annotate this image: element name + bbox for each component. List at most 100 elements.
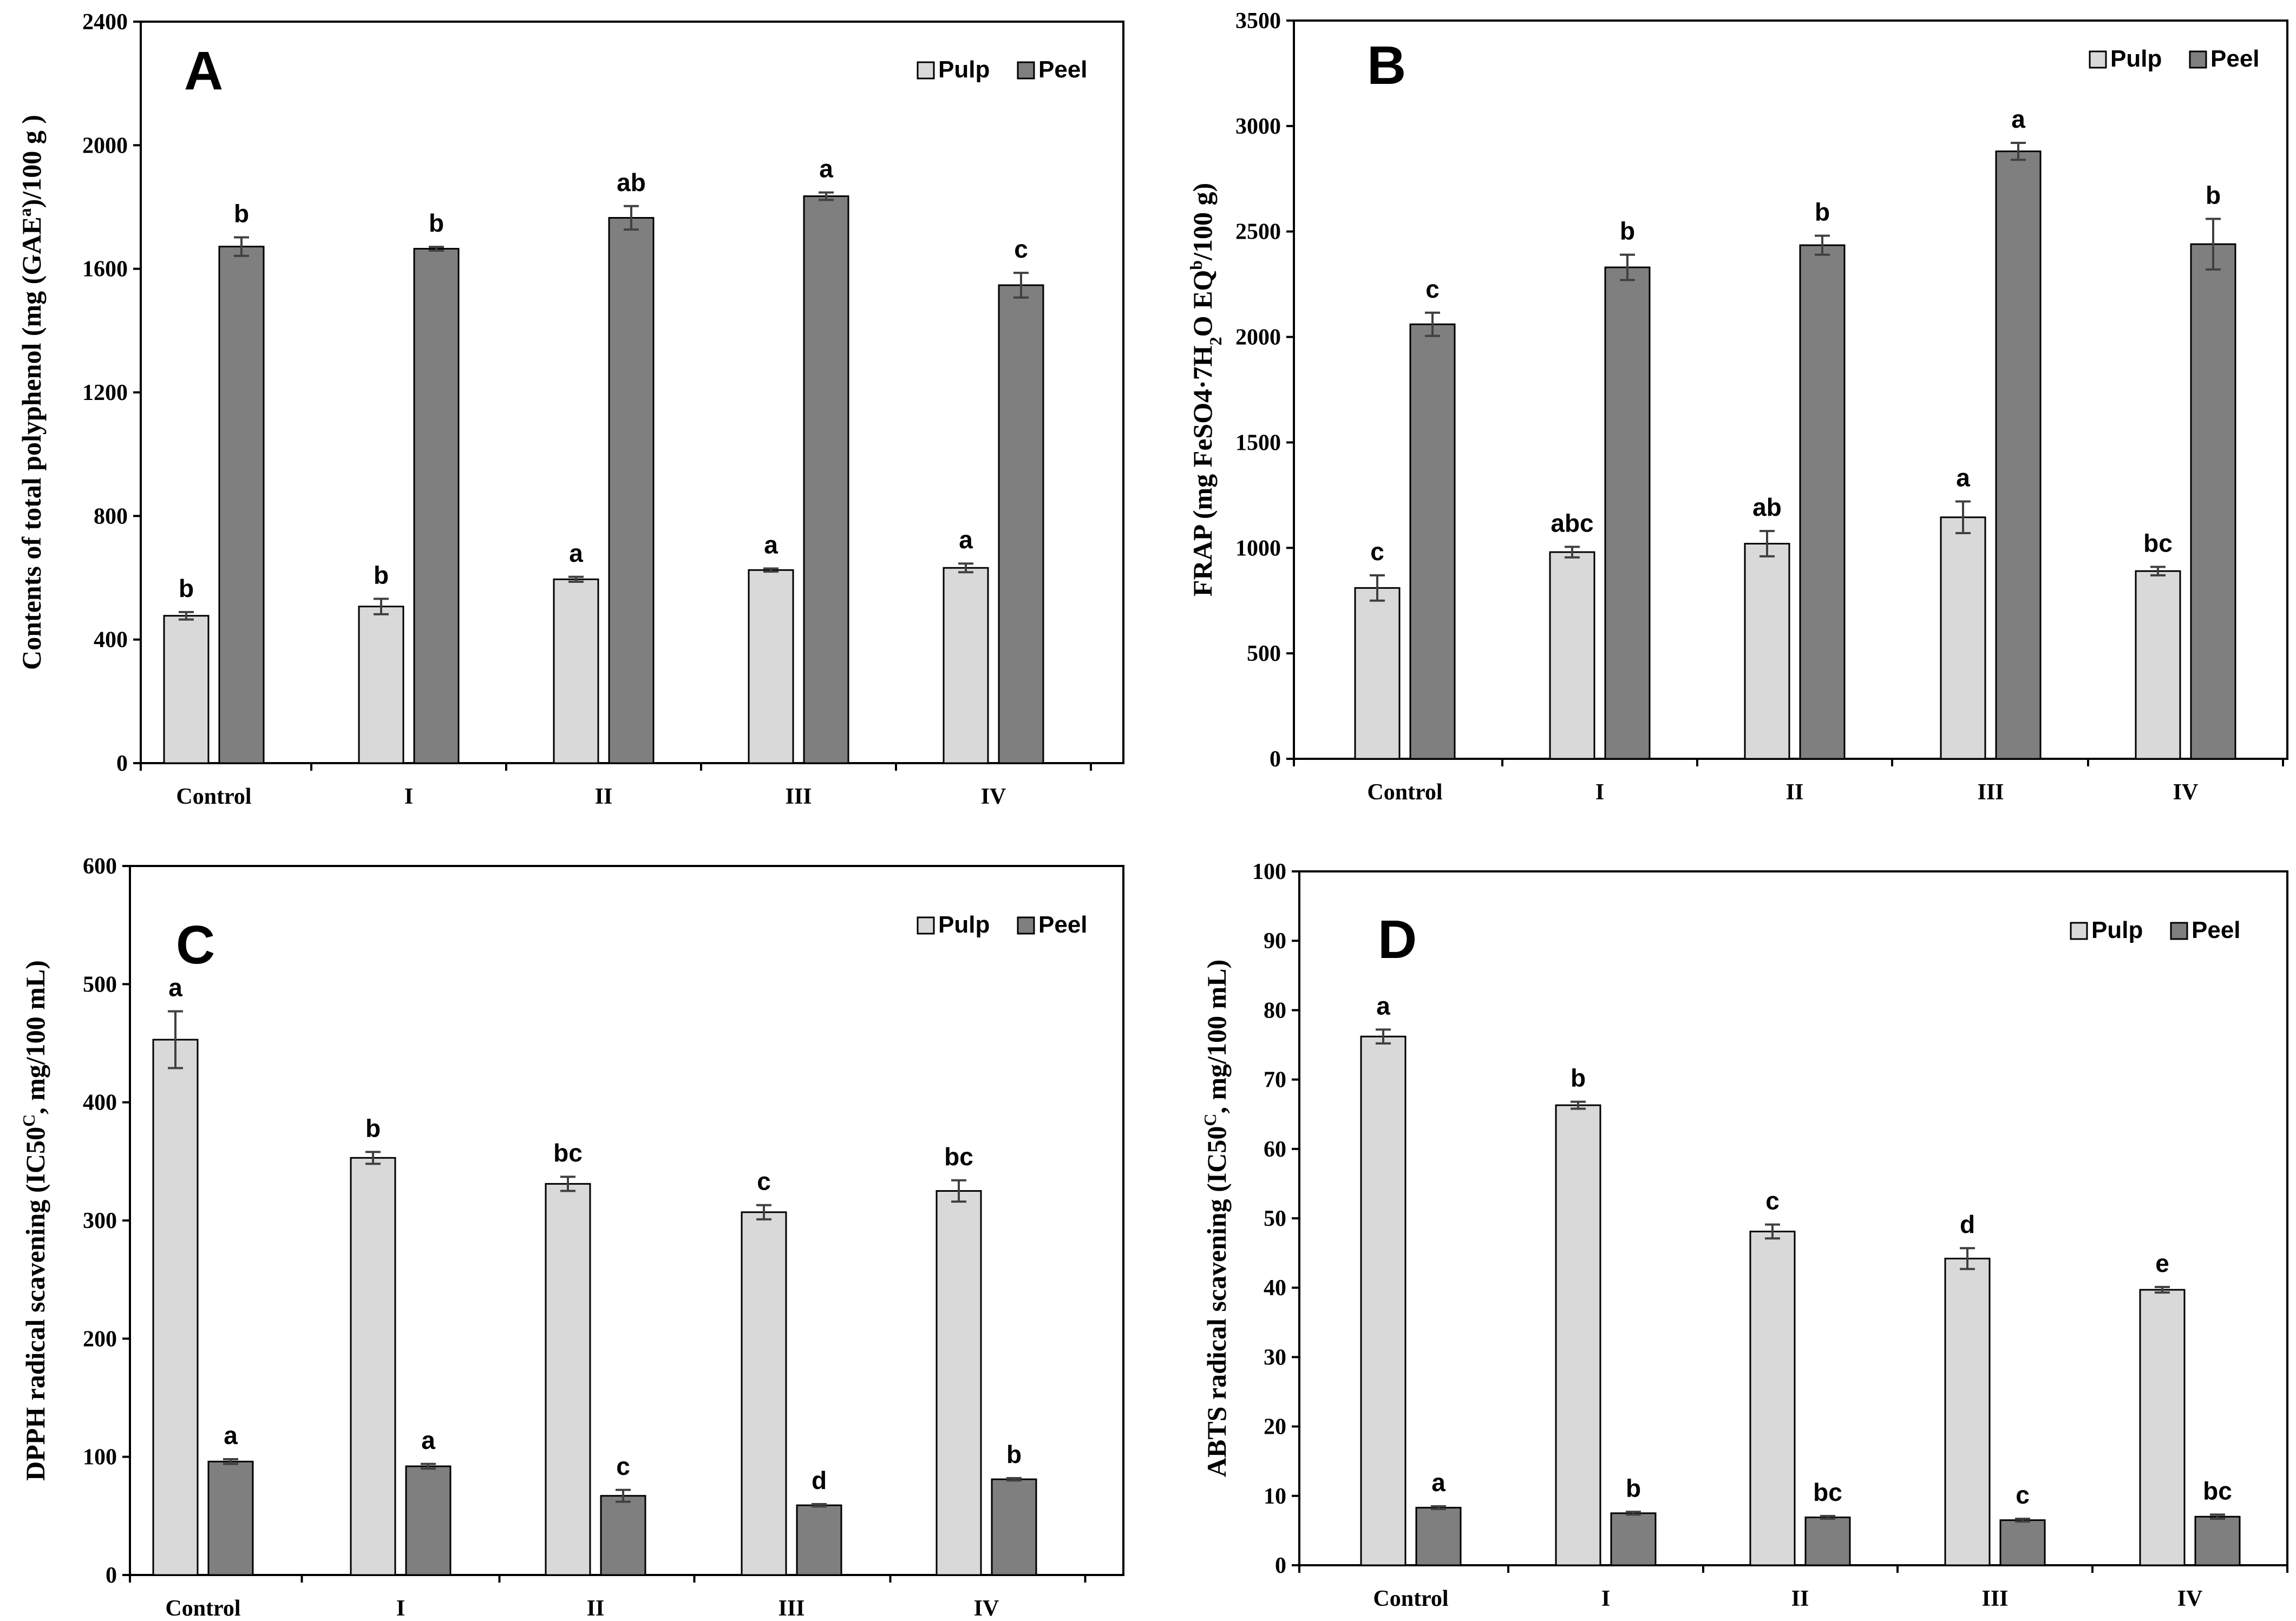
bar-pulp-i bbox=[1549, 551, 1595, 760]
error-bar bbox=[1960, 1247, 1975, 1270]
y-tick-label: 2000 bbox=[82, 133, 128, 158]
significance-letter: c bbox=[757, 1167, 771, 1196]
bar-peel-ii bbox=[608, 216, 655, 764]
significance-letter: bc bbox=[2143, 529, 2173, 557]
bar-pulp-ii bbox=[545, 1183, 591, 1576]
x-tick-label: IV bbox=[981, 784, 1006, 809]
error-bar bbox=[1626, 1511, 1641, 1516]
error-bar bbox=[560, 1176, 575, 1192]
significance-letter: b bbox=[429, 209, 444, 237]
y-tick-label: 800 bbox=[94, 504, 128, 529]
y-tick-label: 20 bbox=[1264, 1415, 1286, 1440]
y-tick-label: 3500 bbox=[1235, 9, 1281, 34]
significance-letter: a bbox=[764, 530, 778, 559]
panel-letter: C bbox=[176, 915, 215, 975]
bar-peel-i bbox=[405, 1465, 452, 1576]
x-tick-label: III bbox=[778, 1596, 804, 1621]
y-axis-label: FRAP (mg FeSO4·7H2O EQb/100 g) bbox=[1186, 183, 1225, 596]
bar-peel-control bbox=[218, 246, 265, 764]
bar-pulp-iii bbox=[748, 569, 794, 764]
significance-letter: b bbox=[1815, 198, 1830, 226]
significance-letter: c bbox=[616, 1452, 630, 1480]
x-tick-label: IV bbox=[2177, 1586, 2203, 1611]
error-bar bbox=[951, 1179, 966, 1203]
significance-letter: b bbox=[1626, 1474, 1641, 1502]
significance-letter: d bbox=[812, 1466, 827, 1494]
significance-letter: c bbox=[1014, 235, 1028, 263]
error-bar bbox=[1571, 1100, 1586, 1110]
error-bar bbox=[819, 191, 834, 201]
significance-letter: c bbox=[1370, 537, 1384, 566]
significance-letter: a bbox=[1376, 992, 1390, 1020]
x-tick-label: I bbox=[1601, 1586, 1610, 1611]
significance-letter: bc bbox=[1813, 1478, 1842, 1506]
panel-letter: A bbox=[184, 41, 223, 101]
plot-frame-b bbox=[1293, 19, 2288, 760]
bar-peel-iii bbox=[796, 1504, 842, 1576]
y-axis-label: DPPH radical scavening (IC50C, mg/100 mL… bbox=[19, 960, 50, 1481]
y-tick-label: 400 bbox=[83, 1091, 117, 1115]
x-tick-label: III bbox=[1981, 1586, 2008, 1611]
bar-pulp-ii bbox=[1749, 1230, 1796, 1566]
error-bar bbox=[374, 598, 389, 615]
x-tick-label: II bbox=[587, 1596, 605, 1621]
significance-letter: c bbox=[2016, 1481, 2030, 1509]
legend-swatch bbox=[1017, 916, 1035, 935]
y-tick-label: 60 bbox=[1264, 1137, 1286, 1162]
x-tick-label: II bbox=[1786, 780, 1804, 805]
error-bar bbox=[1765, 1223, 1780, 1240]
error-bar bbox=[1759, 530, 1775, 557]
error-bar bbox=[958, 562, 973, 574]
error-bar bbox=[1006, 1476, 1022, 1482]
bar-pulp-iii bbox=[741, 1211, 787, 1576]
y-tick-label: 100 bbox=[1252, 859, 1286, 884]
y-tick-label: 1000 bbox=[1235, 536, 1281, 561]
legend-label: Peel bbox=[1038, 56, 1088, 83]
bar-pulp-iii bbox=[1940, 516, 1986, 760]
legend-item-peel: Peel bbox=[2189, 45, 2260, 72]
x-tick-label: IV bbox=[2173, 780, 2199, 805]
y-tick-label: 10 bbox=[1264, 1484, 1286, 1509]
x-tick-label: IV bbox=[974, 1596, 999, 1621]
y-axis-label: ABTS radical scavening (IC50C, mg/100 mL… bbox=[1200, 960, 1232, 1477]
legend-label: Peel bbox=[2192, 917, 2241, 943]
legend-item-peel: Peel bbox=[1017, 911, 1088, 938]
bar-pulp-iv bbox=[943, 567, 989, 764]
y-tick-label: 500 bbox=[1247, 641, 1281, 666]
bar-peel-i bbox=[1604, 266, 1651, 760]
y-tick-label: 90 bbox=[1264, 929, 1286, 954]
significance-letter: a bbox=[421, 1426, 435, 1454]
significance-letter: b bbox=[1571, 1064, 1586, 1092]
bar-pulp-i bbox=[1555, 1104, 1601, 1566]
y-tick-label: 2400 bbox=[82, 10, 128, 35]
significance-letter: b bbox=[1620, 217, 1635, 245]
significance-letter: a bbox=[224, 1421, 238, 1449]
y-tick-label: 30 bbox=[1264, 1345, 1286, 1370]
significance-letter: b bbox=[374, 561, 389, 589]
x-tick-label: III bbox=[785, 784, 812, 809]
significance-letter: bc bbox=[2203, 1476, 2232, 1505]
significance-letter: b bbox=[1006, 1440, 1022, 1468]
x-tick-label: III bbox=[1977, 780, 2004, 805]
significance-letter: c bbox=[1425, 275, 1440, 303]
error-bar bbox=[1376, 1028, 1391, 1045]
bar-pulp-iv bbox=[2139, 1289, 2186, 1566]
y-tick-label: 100 bbox=[83, 1445, 117, 1470]
legend-label: Pulp bbox=[938, 56, 990, 83]
bar-peel-ii bbox=[1804, 1517, 1851, 1566]
error-bar bbox=[1955, 500, 1971, 535]
y-tick-label: 3000 bbox=[1235, 114, 1281, 139]
x-tick-label: I bbox=[1595, 780, 1604, 805]
significance-letter: e bbox=[2155, 1249, 2169, 1277]
significance-letter: b bbox=[365, 1114, 381, 1142]
bar-pulp-control bbox=[152, 1039, 199, 1576]
y-tick-label: 0 bbox=[1275, 1553, 1286, 1578]
error-bar bbox=[1565, 546, 1580, 559]
y-tick-label: 400 bbox=[94, 628, 128, 653]
error-bar bbox=[2011, 142, 2026, 161]
legend-swatch bbox=[2089, 50, 2107, 69]
significance-letter: a bbox=[2011, 105, 2025, 133]
significance-letter: b bbox=[179, 574, 194, 602]
y-tick-label: 300 bbox=[83, 1209, 117, 1233]
